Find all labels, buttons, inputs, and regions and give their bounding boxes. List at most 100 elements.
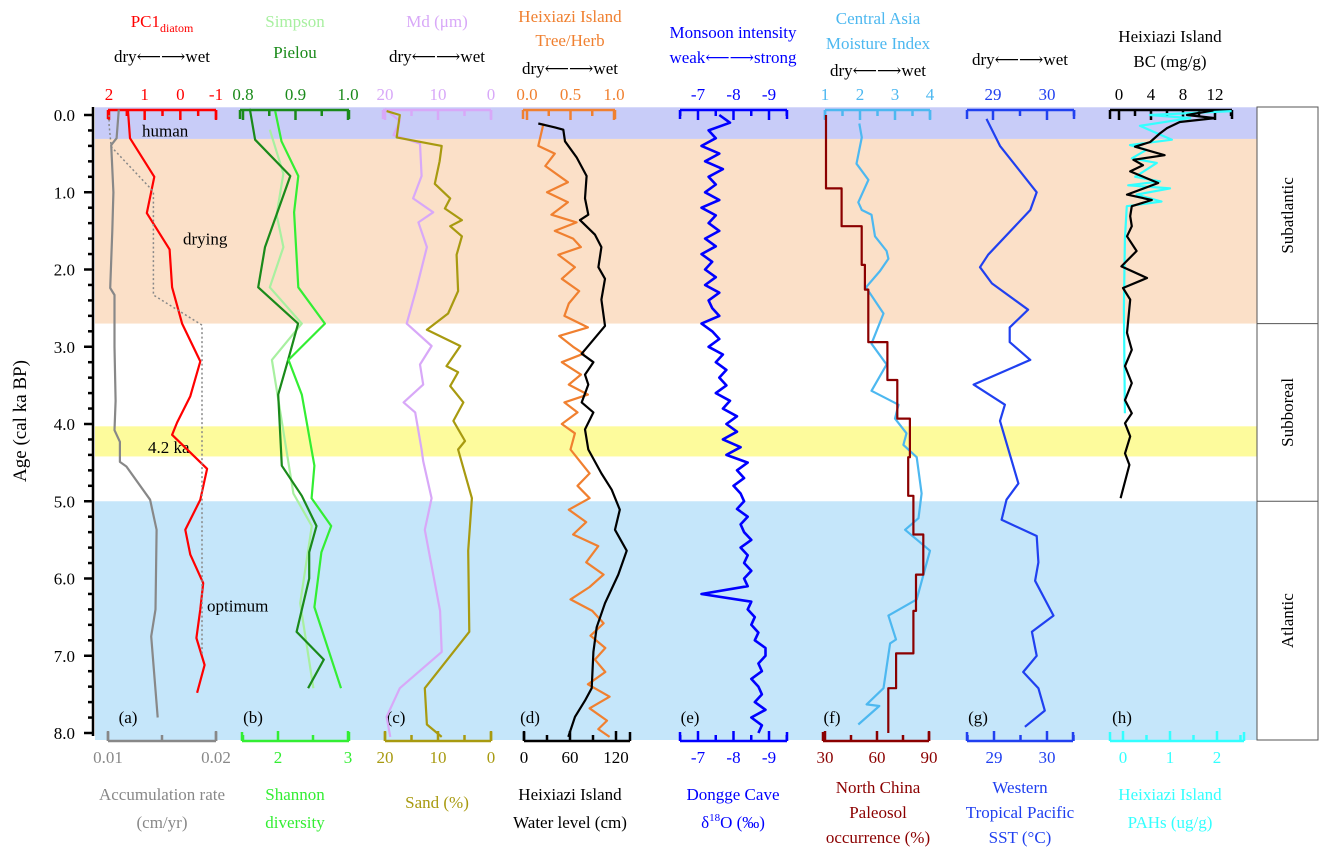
title-text: Sand (%)	[405, 793, 469, 812]
panel-letter: (e)	[681, 708, 700, 727]
title-text: Tropical Pacific	[966, 803, 1075, 822]
title-text: δ	[701, 813, 709, 832]
top-axis: 0.8 0.9 1.0	[232, 85, 359, 120]
age-tick-label: 7.0	[54, 647, 75, 666]
top-axis: 29 30	[965, 85, 1076, 120]
axis-tick-label: 0	[520, 748, 529, 767]
title-text: dry⟵⟶wet	[972, 50, 1068, 69]
axis-tick-label: -8	[726, 85, 740, 104]
axis-tick-label: 29	[986, 748, 1003, 767]
title-text: diversity	[265, 813, 325, 832]
title-text: Heixiazi Island	[518, 785, 622, 804]
top-axis-title: weak⟵⟶strong	[669, 48, 797, 67]
title-text: Central Asia	[836, 9, 921, 28]
interval-band-optimum	[95, 501, 1257, 740]
title-text: Paleosol	[849, 803, 907, 822]
title-text: Accumulation rate	[99, 785, 225, 804]
axis-tick-label: -9	[762, 85, 776, 104]
interval-band-drying	[95, 138, 1257, 324]
title-text: Pielou	[273, 43, 317, 62]
title-text: Md (μm)	[406, 12, 468, 31]
bottom-axis-title: (cm/yr)	[137, 813, 188, 832]
axis-tick-label: -7	[691, 85, 706, 104]
series-line-accumulation-rate	[109, 109, 159, 718]
axis-tick-label: 90	[921, 748, 938, 767]
axis-tick-label: 1.0	[337, 85, 358, 104]
interval-annotation: human	[142, 121, 189, 140]
title-text: Tree/Herb	[535, 31, 604, 50]
title-text: PC1	[131, 12, 160, 31]
top-axis-title: Heixiazi Island	[1118, 27, 1222, 46]
title-text: (cm/yr)	[137, 813, 188, 832]
series-line-md	[384, 107, 443, 738]
axis-tick-label: 3	[891, 85, 900, 104]
panel-letter: (h)	[1112, 708, 1132, 727]
bottom-axis: 30 60 90	[817, 731, 938, 767]
panel-letter: (f)	[824, 708, 841, 727]
title-text: Heixiazi Island	[1118, 785, 1222, 804]
title-text: Western	[992, 778, 1048, 797]
axis-tick-label: 0.01	[93, 748, 123, 767]
series-line-pielou	[248, 108, 325, 689]
panel-letter: (c)	[387, 708, 406, 727]
axis-tick-label: 30	[1039, 85, 1056, 104]
title-text: Water level (cm)	[513, 813, 627, 832]
top-axis-title: Monsoon intensity	[669, 23, 797, 42]
axis-tick-label: 20	[377, 748, 394, 767]
axis-tick-label: 1.0	[603, 85, 624, 104]
bottom-axis-title: Heixiazi Island	[1118, 785, 1222, 804]
top-axis-title: Tree/Herb	[535, 31, 604, 50]
bottom-axis-title: Water level (cm)	[513, 813, 627, 832]
top-axis-title: dry⟵⟶wet	[972, 50, 1068, 69]
axis-tick-label: -9	[762, 748, 776, 767]
axis-tick-label: 0.9	[285, 85, 306, 104]
bottom-axis-title: diversity	[265, 813, 325, 832]
interval-bands	[95, 107, 1257, 740]
axis-tick-label: 8	[1179, 85, 1188, 104]
bottom-axis-title: δ18O (‰)	[701, 812, 765, 832]
bottom-axis-title: Paleosol	[849, 803, 907, 822]
series-line-dotted-reference	[108, 115, 203, 656]
axis-tick-label: 1	[821, 85, 830, 104]
age-tick-label: 1.0	[54, 183, 75, 202]
axis-tick-label: -1	[209, 85, 223, 104]
bottom-axis-title: SST (°C)	[989, 828, 1052, 847]
bottom-axis-title: Tropical Pacific	[966, 803, 1075, 822]
bottom-axis: 29 30	[965, 731, 1075, 767]
title-text: Shannon	[265, 785, 325, 804]
bottom-axis: 20 10 0	[377, 731, 495, 767]
top-axis-title: Md (μm)	[406, 12, 468, 31]
top-axis-title: dry⟵⟶wet	[522, 59, 618, 78]
top-axis: -7 -8 -9	[678, 85, 789, 120]
axis-tick-label: 120	[603, 748, 629, 767]
series-line-western-tropical-pacific-sst	[972, 118, 1055, 728]
axis-tick-label: 0.0	[516, 85, 537, 104]
title-text: Moisture Index	[826, 34, 931, 53]
interval-annotation: 4.2 ka	[148, 438, 190, 457]
axis-tick-label: 2	[274, 748, 283, 767]
top-axis-title: dry⟵⟶wet	[114, 47, 210, 66]
title-text: Dongge Cave	[686, 785, 779, 804]
series-line-sand	[386, 110, 473, 738]
top-axis-title: Heixiazi Island	[518, 7, 622, 26]
bottom-axis-title: Sand (%)	[405, 793, 469, 812]
top-axis-title: Central Asia	[836, 9, 921, 28]
period-column: Subatlantic Subboreal Atlantic	[1256, 106, 1319, 741]
age-tick-label: 4.0	[54, 415, 75, 434]
top-axis-title: Simpson	[265, 12, 325, 31]
series-line-water-level	[538, 122, 628, 738]
series-line-north-china-paleosol-occurrence	[824, 115, 925, 733]
axis-tick-label: 60	[562, 748, 579, 767]
series-line-simpson	[268, 129, 315, 689]
series-line-pc1-diatom	[126, 109, 209, 694]
age-tick-label: 5.0	[54, 492, 75, 511]
axis-tick-label: 1	[140, 85, 149, 104]
top-axis-title: dry⟵⟶wet	[389, 47, 485, 66]
interval-annotation: optimum	[207, 597, 268, 616]
panel-c: 20 10 0 20 10 0 Md (μm) dry⟵⟶wet Sand (%) (c)	[377, 12, 496, 812]
panel-f: 1 2 3 4 30 60 90 Central Asia Moisture Index dry⟵…	[817, 9, 938, 847]
top-axis-title: BC (mg/g)	[1133, 52, 1206, 71]
panel-letter: (d)	[520, 708, 540, 727]
axis-tick-label: 0	[1119, 748, 1128, 767]
